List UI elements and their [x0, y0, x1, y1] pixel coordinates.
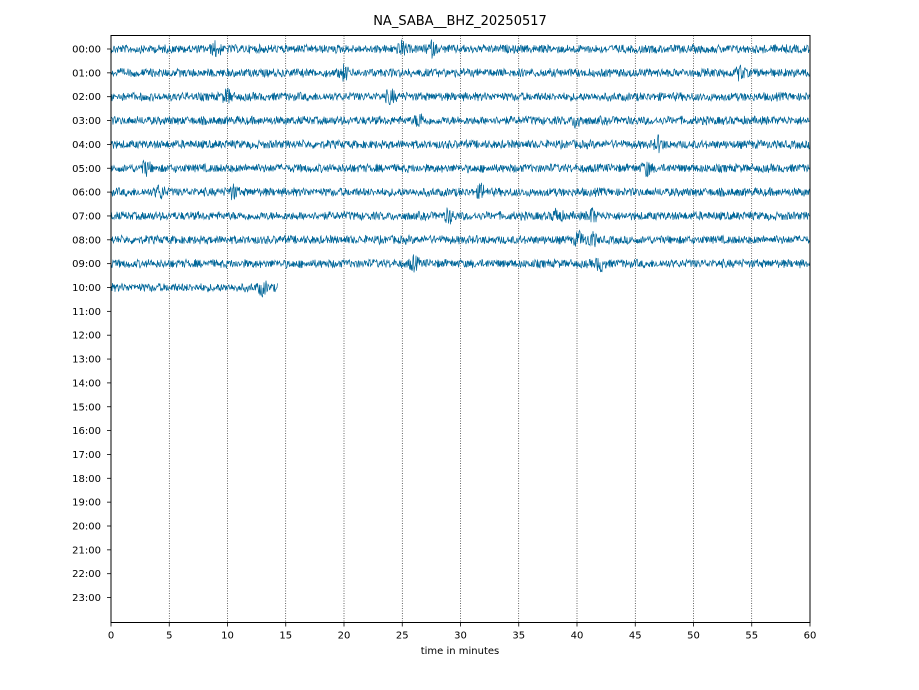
x-tick-label: 20: [338, 631, 351, 642]
y-tick-label: 00:00: [72, 45, 101, 56]
y-tick-label: 12:00: [72, 331, 101, 342]
trace-0200: [110, 87, 811, 105]
y-tick-label: 05:00: [72, 164, 101, 175]
y-tick-label: 20:00: [72, 522, 101, 533]
trace-0100: [110, 63, 811, 82]
x-tick-label: 35: [512, 631, 525, 642]
y-tick-label: 01:00: [72, 68, 101, 79]
y-tick-label: 11:00: [72, 307, 101, 318]
trace-0500: [110, 159, 811, 178]
x-tick-label: 5: [166, 631, 172, 642]
trace-0600: [110, 182, 811, 201]
y-tick-label: 13:00: [72, 355, 101, 366]
y-tick-label: 23:00: [72, 593, 101, 604]
y-tick-label: 16:00: [72, 426, 101, 437]
y-tick-label: 15:00: [72, 402, 101, 413]
y-tick-label: 18:00: [72, 474, 101, 485]
y-tick-label: 22:00: [72, 569, 101, 580]
y-tick-label: 10:00: [72, 283, 101, 294]
y-tick-label: 04:00: [72, 140, 101, 151]
grid-lines: [168, 35, 753, 623]
y-tick-label: 03:00: [72, 116, 101, 127]
trace-0400: [110, 134, 811, 154]
y-tick-label: 21:00: [72, 545, 101, 556]
seismogram-traces: [110, 39, 811, 298]
x-tick-label: 10: [221, 631, 234, 642]
x-tick-label: 25: [396, 631, 409, 642]
y-tick-label: 17:00: [72, 450, 101, 461]
y-tick-label: 07:00: [72, 211, 101, 222]
trace-1000: [110, 280, 278, 298]
x-tick-label: 55: [745, 631, 758, 642]
chart-title: NA_SABA__BHZ_20250517: [373, 14, 547, 29]
trace-0800: [110, 229, 811, 248]
trace-0300: [110, 113, 810, 130]
y-tick-label: 06:00: [72, 188, 101, 199]
y-tick-label: 14:00: [72, 378, 101, 389]
x-axis-label: time in minutes: [421, 646, 500, 657]
y-tick-label: 09:00: [72, 259, 101, 270]
x-tick-label: 50: [687, 631, 700, 642]
y-tick-label: 02:00: [72, 92, 101, 103]
x-tick-label: 15: [279, 631, 292, 642]
trace-0700: [110, 207, 811, 225]
x-tick-label: 60: [804, 631, 817, 642]
trace-0900: [110, 254, 811, 273]
trace-0000: [110, 39, 811, 59]
x-tick-label: 40: [571, 631, 584, 642]
y-tick-label: 19:00: [72, 498, 101, 509]
x-tick-label: 0: [108, 631, 114, 642]
x-tick-label: 30: [454, 631, 467, 642]
y-tick-label: 08:00: [72, 235, 101, 246]
y-axis-ticks: 00:00 01:00 02:00 03:00 04:00 05:00 06:00 07:00…: [72, 45, 111, 604]
x-tick-label: 45: [629, 631, 642, 642]
x-axis-ticks: 0 5 10 15 20 25 30 35 40 45 50 55 60: [108, 622, 817, 642]
